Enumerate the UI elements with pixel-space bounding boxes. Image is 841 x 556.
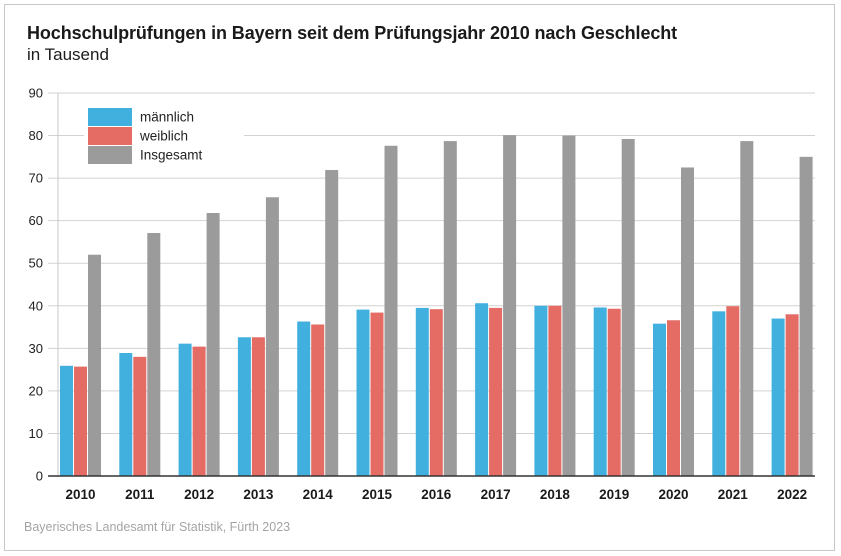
chart-title: Hochschulprüfungen in Bayern seit dem Pr… xyxy=(27,23,678,43)
bar-weiblich-2011 xyxy=(133,356,147,476)
bar-männlich-2010 xyxy=(60,365,73,476)
legend-swatch-insgesamt xyxy=(88,146,132,164)
y-tick-label: 50 xyxy=(29,256,43,271)
legend-label: Insgesamt xyxy=(140,148,203,163)
legend-swatch-männlich xyxy=(88,108,132,126)
legend: männlich weiblich Insgesamt xyxy=(84,104,244,168)
y-tick-label: 70 xyxy=(29,171,43,186)
bar-insgesamt-2021 xyxy=(740,141,754,477)
bar-männlich-2018 xyxy=(534,305,548,476)
x-tick-label: 2020 xyxy=(658,487,688,502)
y-tick-label: 0 xyxy=(36,469,43,484)
bar-insgesamt-2016 xyxy=(443,141,457,477)
bar-weiblich-2015 xyxy=(370,312,384,476)
bar-männlich-2019 xyxy=(593,307,607,476)
y-tick-label: 30 xyxy=(29,341,43,356)
legend-swatch-weiblich xyxy=(88,127,132,145)
bar-männlich-2014 xyxy=(297,321,311,476)
bar-weiblich-2020 xyxy=(667,320,680,476)
bar-insgesamt-2018 xyxy=(562,135,576,477)
x-tick-label: 2018 xyxy=(540,487,571,502)
bar-weiblich-2010 xyxy=(74,366,87,476)
x-tick-label: 2022 xyxy=(777,487,807,502)
bar-männlich-2017 xyxy=(475,303,489,476)
bar-männlich-2020 xyxy=(653,323,666,476)
legend-label: weiblich xyxy=(139,129,188,144)
chart-subtitle: in Tausend xyxy=(27,45,109,64)
bar-insgesamt-2010 xyxy=(88,254,101,476)
bar-insgesamt-2011 xyxy=(147,233,161,476)
x-tick-label: 2010 xyxy=(65,487,95,502)
bar-weiblich-2019 xyxy=(607,308,621,476)
bar-weiblich-2016 xyxy=(429,309,443,476)
x-tick-label: 2011 xyxy=(125,487,155,502)
x-tick-label: 2012 xyxy=(184,487,214,502)
y-tick-label: 10 xyxy=(29,426,43,441)
bar-weiblich-2022 xyxy=(785,314,799,476)
x-tick-label: 2017 xyxy=(481,487,511,502)
bar-weiblich-2021 xyxy=(726,306,740,476)
y-tick-label: 90 xyxy=(29,86,43,101)
bars xyxy=(60,135,813,477)
bar-männlich-2016 xyxy=(415,307,429,476)
bar-insgesamt-2022 xyxy=(799,156,813,477)
bar-insgesamt-2020 xyxy=(681,167,694,476)
y-tick-label: 20 xyxy=(29,383,43,398)
bar-insgesamt-2013 xyxy=(265,197,279,476)
bar-weiblich-2014 xyxy=(311,324,325,476)
y-tick-label: 80 xyxy=(29,128,43,143)
x-tick-label: 2021 xyxy=(718,487,749,502)
bar-männlich-2013 xyxy=(237,337,251,476)
bar-männlich-2021 xyxy=(712,311,726,476)
y-tick-label: 60 xyxy=(29,213,43,228)
legend-label: männlich xyxy=(140,110,194,125)
bar-insgesamt-2012 xyxy=(206,213,220,477)
bar-weiblich-2017 xyxy=(489,307,503,476)
bar-weiblich-2012 xyxy=(192,346,206,476)
bar-männlich-2012 xyxy=(178,343,192,476)
bar-männlich-2022 xyxy=(771,318,785,476)
bar-weiblich-2013 xyxy=(251,337,265,476)
bar-männlich-2011 xyxy=(119,353,133,476)
x-tick-label: 2013 xyxy=(243,487,274,502)
x-axis-ticks: 2010 2011 2012 2013 2014 2015 2016 2017 2018 2019… xyxy=(65,487,807,502)
source-note: Bayerisches Landesamt für Statistik, Für… xyxy=(24,520,291,534)
bar-insgesamt-2014 xyxy=(325,170,339,476)
y-tick-label: 40 xyxy=(29,298,43,313)
bar-weiblich-2018 xyxy=(548,305,562,476)
bar-insgesamt-2017 xyxy=(503,135,517,476)
x-tick-label: 2019 xyxy=(599,487,629,502)
y-axis-ticks: 0 10 20 30 40 50 60 70 80 90 xyxy=(29,86,43,484)
bar-männlich-2015 xyxy=(356,309,370,476)
x-tick-label: 2015 xyxy=(362,487,393,502)
x-tick-label: 2014 xyxy=(303,487,334,502)
bar-insgesamt-2015 xyxy=(384,145,398,476)
x-tick-label: 2016 xyxy=(421,487,452,502)
bar-insgesamt-2019 xyxy=(621,138,635,476)
